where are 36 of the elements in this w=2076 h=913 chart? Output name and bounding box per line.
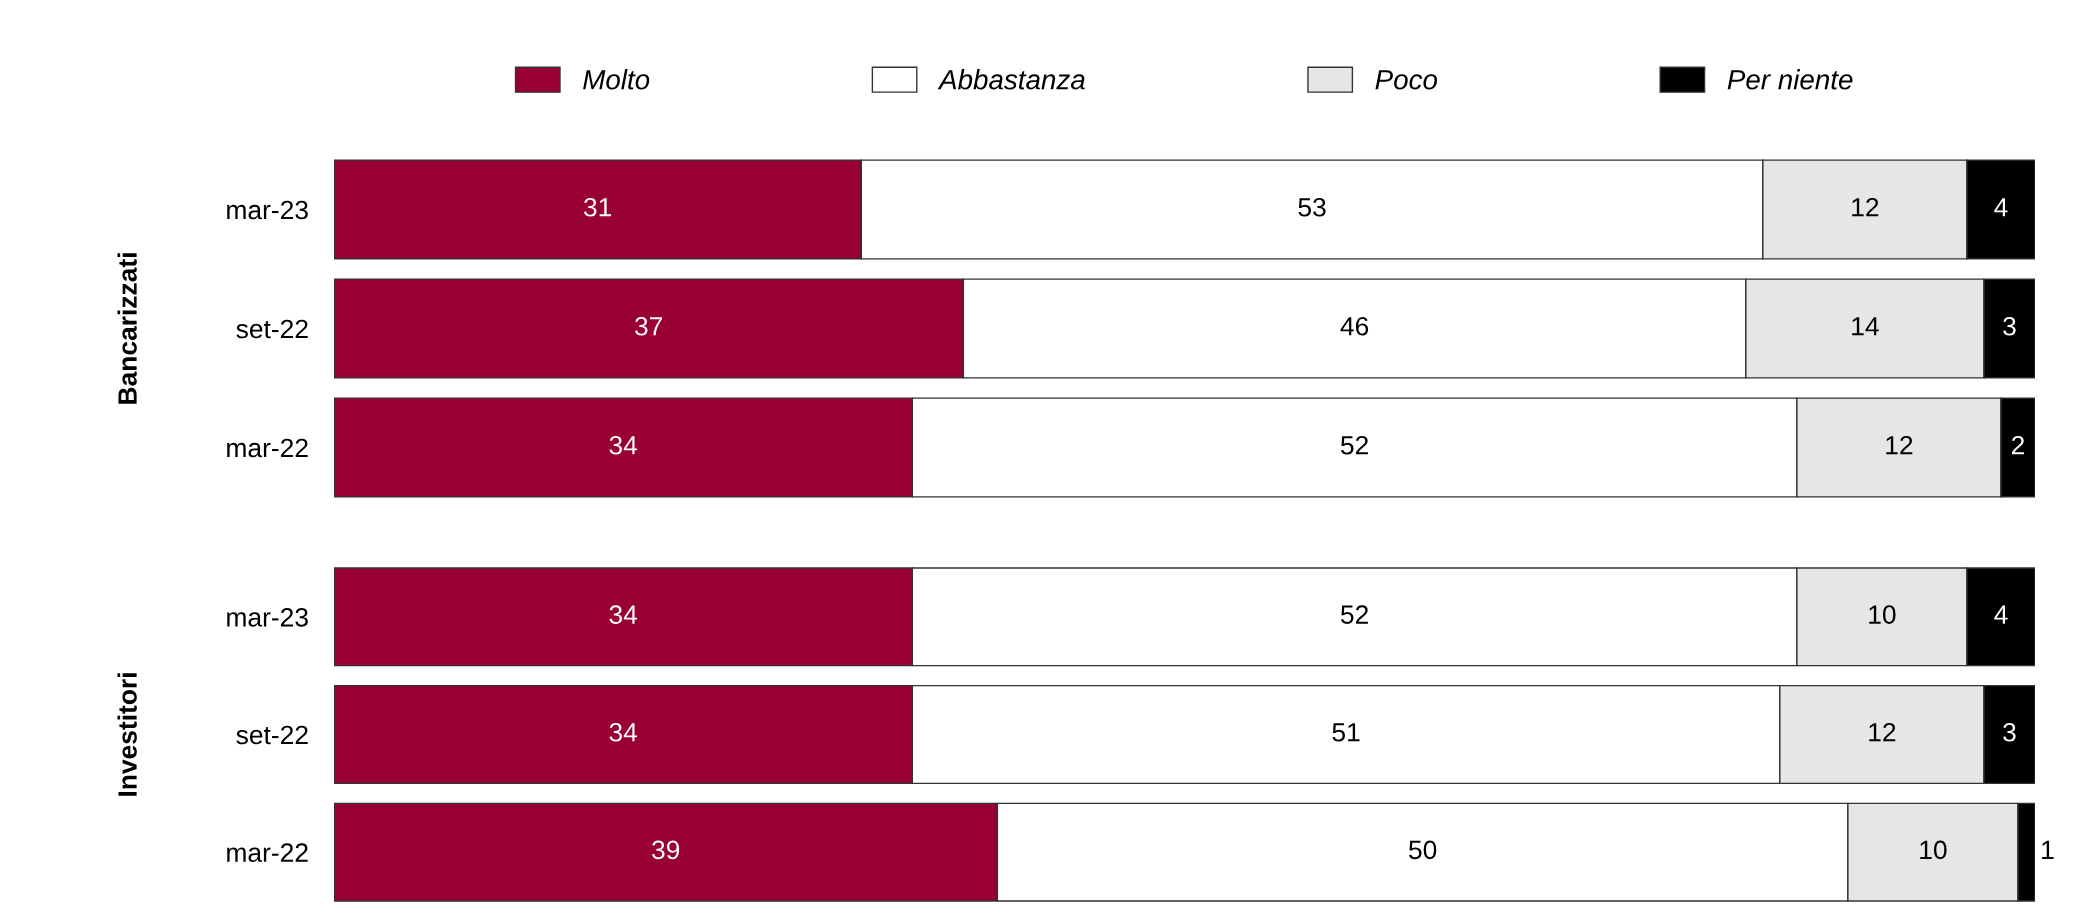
data-label: 2	[2011, 435, 2024, 455]
data-label: 10	[1869, 605, 1896, 624]
data-label: 34	[609, 722, 638, 742]
data-label: 53	[1298, 197, 1326, 217]
data-label: 4	[1994, 198, 2008, 217]
data-label: 46	[1340, 316, 1369, 336]
data-label: 1	[2042, 840, 2054, 859]
data-label: 12	[1869, 722, 1896, 742]
y-tick-label: set-22	[236, 319, 308, 339]
y-tick-label: mar-23	[227, 607, 308, 627]
data-label: 37	[635, 316, 663, 336]
legend-label: Molto	[583, 69, 650, 90]
y-tick-label: mar-22	[227, 438, 308, 458]
data-label: 3	[2003, 316, 2016, 336]
data-label: 4	[1994, 605, 2008, 624]
y-axis-title: Investitori	[117, 673, 137, 796]
data-label: 52	[1340, 605, 1368, 624]
data-label: 51	[1332, 723, 1360, 742]
legend-label: Per niente	[1727, 69, 1853, 90]
y-tick-label: mar-22	[227, 843, 308, 862]
data-label: 12	[1852, 197, 1879, 217]
data-label: 52	[1340, 435, 1368, 455]
data-label: 34	[609, 435, 638, 455]
y-tick-label: mar-23	[227, 200, 308, 220]
data-label: 3	[2003, 722, 2016, 742]
data-label: 34	[609, 605, 638, 624]
data-label: 14	[1852, 317, 1879, 336]
data-label: 50	[1409, 840, 1437, 860]
data-label: 31	[583, 197, 612, 217]
y-axis-title: Bancarizzati	[117, 253, 137, 404]
data-label: 10	[1920, 840, 1947, 860]
y-tick-label: set-22	[236, 725, 308, 745]
legend-label: Abbastanza	[937, 69, 1085, 90]
data-label: 39	[652, 840, 680, 860]
legend-label: Poco	[1375, 70, 1438, 90]
data-label: 12	[1886, 435, 1913, 455]
